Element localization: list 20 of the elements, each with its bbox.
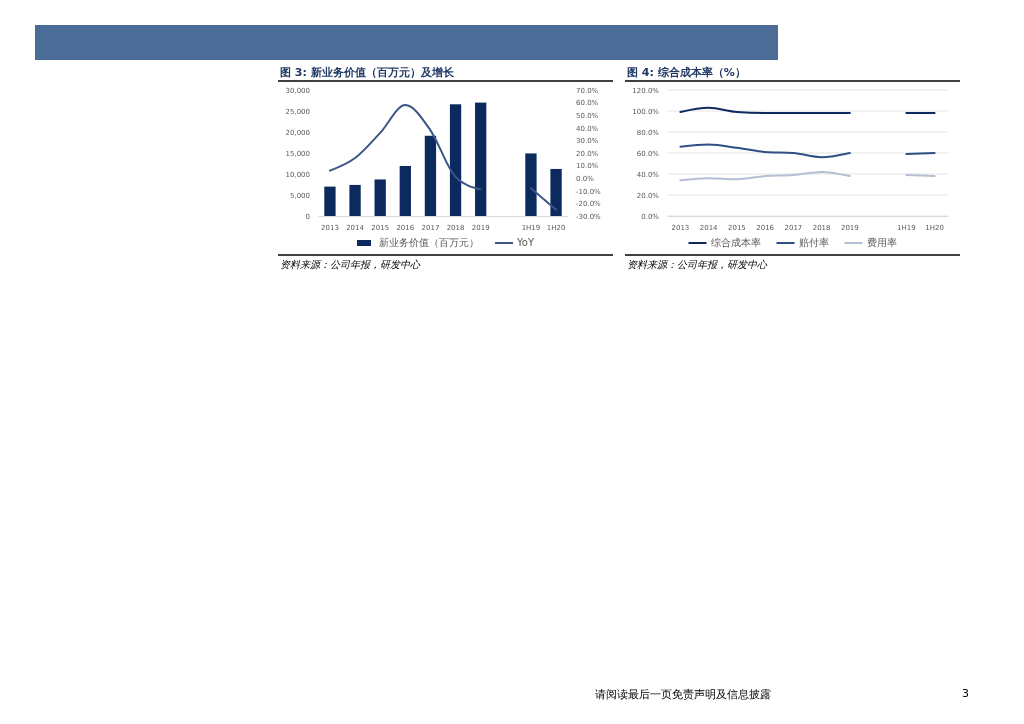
bar (374, 179, 386, 216)
chart-title: 图 4: 综合成本率（%） (627, 66, 746, 79)
text: 资料来源：公司年报，研发中心 (280, 259, 421, 270)
text: 请阅读最后一页免责声明及信息披露 (595, 687, 771, 702)
bar (550, 168, 562, 216)
bar (324, 186, 336, 216)
legend-label: 费用率 (866, 237, 897, 248)
legend-label: YoY (515, 237, 535, 248)
bar (525, 153, 537, 216)
text: 资料来源：公司年报，研发中心 (627, 259, 768, 270)
chart-title: 图 3: 新业务价值（百万元）及增长 (280, 66, 455, 79)
bar (424, 135, 437, 216)
legend-label: 综合成本率 (710, 237, 761, 248)
bar (349, 184, 361, 216)
bar (449, 104, 462, 216)
legend-label: 新业务价值（百万元） (378, 237, 479, 248)
bar (399, 166, 411, 216)
bar (475, 102, 487, 216)
text: 3 (962, 687, 969, 700)
legend-label: 赔付率 (798, 237, 829, 248)
